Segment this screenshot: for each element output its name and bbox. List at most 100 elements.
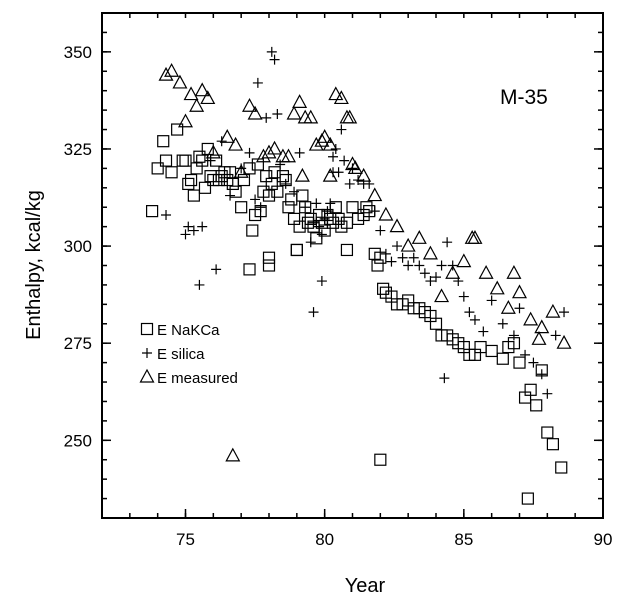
measured-point bbox=[347, 160, 363, 174]
measured-point bbox=[286, 105, 302, 120]
measured-point bbox=[322, 167, 338, 182]
measured-point bbox=[545, 303, 561, 318]
legend-label-measured: E measured bbox=[157, 370, 238, 387]
silica-point bbox=[344, 178, 355, 189]
silica-point bbox=[508, 330, 519, 341]
measured-point bbox=[434, 288, 450, 303]
measured-point bbox=[267, 140, 283, 155]
nakca-point bbox=[296, 189, 309, 202]
legend-label-nakca: E NaKCa bbox=[157, 322, 220, 339]
measured-point bbox=[322, 136, 338, 151]
measured-point bbox=[189, 97, 205, 112]
nakca-point bbox=[521, 492, 534, 505]
nakca-point bbox=[496, 352, 509, 365]
measured-point bbox=[255, 148, 271, 163]
measured-point bbox=[205, 144, 221, 159]
measured-point bbox=[228, 136, 244, 151]
silica-point bbox=[294, 147, 305, 158]
measured-point bbox=[356, 167, 372, 182]
silica-point bbox=[316, 276, 327, 287]
silica-point bbox=[559, 307, 570, 318]
silica-point bbox=[403, 260, 414, 271]
measured-point bbox=[342, 109, 358, 124]
nakca-point bbox=[340, 243, 354, 257]
silica-point bbox=[431, 272, 441, 283]
measured-point bbox=[445, 265, 461, 279]
legend: E NaKCa E silica E measured bbox=[139, 322, 238, 387]
measured-point bbox=[225, 447, 241, 462]
nakca-point bbox=[429, 317, 443, 330]
nakca-point bbox=[524, 383, 537, 396]
nakca-point bbox=[555, 461, 568, 474]
silica-point bbox=[336, 124, 347, 135]
y-tick-label: 350 bbox=[64, 43, 92, 62]
measured-point bbox=[280, 148, 296, 163]
legend-measured-marker bbox=[139, 368, 155, 383]
nakca-point bbox=[268, 166, 281, 179]
silica-point bbox=[520, 349, 531, 360]
nakca-point bbox=[159, 154, 173, 167]
nakca-point bbox=[377, 282, 390, 295]
measured-point bbox=[411, 230, 427, 244]
nakca-point bbox=[246, 224, 259, 237]
silica-point bbox=[252, 77, 263, 88]
nakca-point bbox=[176, 154, 189, 167]
silica-point bbox=[542, 388, 553, 399]
x-tick-label: 80 bbox=[315, 530, 334, 549]
silica-point bbox=[380, 248, 391, 259]
axis-tick-labels: 75 80 85 90 250 275 300 325 350 bbox=[64, 43, 613, 549]
measured-point bbox=[177, 113, 194, 128]
measured-point bbox=[506, 265, 522, 279]
nakca-point bbox=[165, 166, 178, 179]
nakca-point bbox=[171, 123, 184, 136]
measured-point bbox=[317, 129, 333, 143]
silica-point bbox=[347, 163, 358, 174]
nakca-point bbox=[262, 259, 276, 272]
silica-point bbox=[280, 178, 291, 189]
nakca-point bbox=[146, 205, 159, 218]
measured-point bbox=[233, 164, 249, 178]
silica-point bbox=[497, 318, 508, 329]
silica-point bbox=[194, 279, 205, 290]
silica-point bbox=[261, 112, 272, 123]
measured-point bbox=[292, 94, 308, 108]
silica-point bbox=[397, 252, 408, 263]
nakca-point bbox=[262, 189, 276, 202]
silica-point bbox=[408, 252, 419, 263]
nakca-point bbox=[285, 193, 298, 206]
silica-point bbox=[289, 186, 300, 197]
data-points bbox=[146, 46, 572, 505]
nakca-point bbox=[262, 251, 276, 264]
x-tick-label: 85 bbox=[454, 530, 473, 549]
nakca-point bbox=[271, 185, 284, 198]
silica-point bbox=[458, 291, 469, 302]
measured-point bbox=[389, 218, 405, 233]
y-tick-label: 275 bbox=[64, 334, 92, 353]
silica-point bbox=[311, 198, 322, 209]
measured-point bbox=[308, 136, 324, 151]
silica-point bbox=[314, 221, 325, 232]
silica-point bbox=[386, 256, 397, 267]
measured-point bbox=[556, 334, 572, 349]
silica-point bbox=[197, 221, 208, 232]
measured-point bbox=[194, 82, 210, 97]
nakca-point bbox=[198, 181, 212, 194]
silica-point bbox=[392, 241, 403, 252]
x-tick-label: 75 bbox=[176, 530, 195, 549]
measured-point bbox=[164, 63, 180, 77]
legend-label-silica: E silica bbox=[157, 346, 205, 363]
silica-point bbox=[266, 46, 277, 57]
silica-point bbox=[308, 307, 319, 318]
nakca-point bbox=[290, 243, 303, 257]
silica-point bbox=[225, 190, 236, 201]
nakca-point bbox=[237, 173, 251, 187]
y-axis-label: Enthalpy, kcal/kg bbox=[23, 190, 45, 340]
nakca-point bbox=[193, 150, 206, 163]
silica-point bbox=[269, 54, 280, 65]
measured-point bbox=[531, 331, 547, 345]
silica-point bbox=[333, 167, 344, 178]
silica-point bbox=[250, 194, 261, 205]
measured-point bbox=[247, 105, 263, 120]
measured-point bbox=[183, 86, 199, 101]
